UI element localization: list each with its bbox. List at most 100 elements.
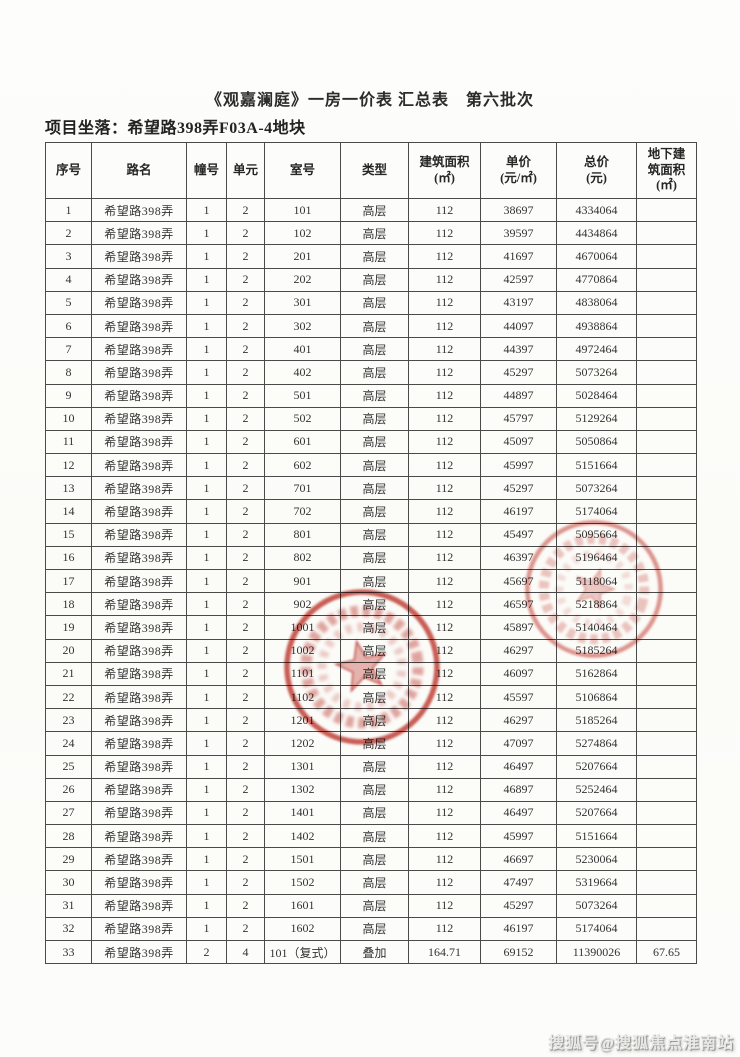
- table-cell: 5230064: [556, 847, 637, 872]
- table-cell: 1001: [264, 615, 341, 640]
- table-cell: 希望路398弄: [91, 754, 187, 779]
- table-cell: 希望路398弄: [91, 568, 187, 594]
- table-cell: 高层: [340, 499, 409, 524]
- table-cell: 2: [226, 499, 265, 524]
- table-cell: 5129264: [556, 406, 637, 431]
- table-cell: 5274864: [556, 731, 637, 756]
- table-cell: 1601: [264, 893, 341, 918]
- table-cell: 1: [186, 893, 227, 918]
- table-cell: 1: [186, 197, 227, 223]
- table-cell: 5218864: [556, 592, 637, 617]
- column-header-building: 幢号: [186, 142, 227, 199]
- table-cell: 39597: [480, 221, 557, 246]
- table-cell: 1: [186, 406, 227, 431]
- table-row: 18 希望路398弄 1 2 902 高层 112 46597 5218864: [45, 592, 697, 617]
- table-cell: 42597: [480, 267, 557, 292]
- table-cell: [636, 754, 697, 779]
- table-cell: 5185264: [556, 638, 637, 663]
- table-cell: 112: [408, 731, 481, 756]
- table-cell: 2: [226, 406, 265, 431]
- table-cell: 21: [45, 661, 92, 686]
- table-row: 21 希望路398弄 1 2 1101 高层 112 46097 5162864: [45, 661, 697, 686]
- table-cell: 4434864: [556, 221, 637, 246]
- table-cell: 301: [264, 290, 341, 315]
- table-cell: 2: [226, 221, 265, 246]
- table-cell: [636, 568, 697, 594]
- table-cell: 1: [186, 522, 227, 547]
- table-cell: 2: [226, 731, 265, 756]
- table-cell: 希望路398弄: [91, 939, 187, 965]
- table-cell: 1: [186, 568, 227, 594]
- table-cell: 高层: [340, 847, 409, 872]
- table-cell: 2: [226, 638, 265, 663]
- table-cell: 1: [186, 267, 227, 292]
- table-cell: 5118064: [556, 568, 637, 594]
- table-cell: 4972464: [556, 337, 637, 362]
- table-cell: 4670064: [556, 244, 637, 269]
- table-cell: 602: [264, 453, 341, 478]
- table-row: 32 希望路398弄 1 2 1602 高层 112 46197 5174064: [45, 916, 697, 942]
- table-cell: 112: [408, 870, 481, 895]
- table-row: 30 希望路398弄 1 2 1502 高层 112 47497 5319664: [45, 870, 697, 895]
- table-row: 7 希望路398弄 1 2 401 高层 112 44397 4972464: [45, 337, 697, 362]
- table-cell: 46497: [480, 754, 557, 779]
- table-cell: 112: [408, 638, 481, 663]
- table-cell: 801: [264, 522, 341, 547]
- table-cell: 希望路398弄: [91, 708, 187, 733]
- table-cell: 高层: [340, 313, 409, 339]
- table-cell: 112: [408, 847, 481, 872]
- table-cell: 46597: [480, 592, 557, 617]
- table-cell: [636, 429, 697, 455]
- table-cell: 希望路398弄: [91, 800, 187, 826]
- table-cell: 2: [226, 290, 265, 315]
- table-cell: 1: [186, 684, 227, 710]
- price-table-head-row: 序号 路名 幢号 单元 室号 类型 建筑面积 (㎡) 单价 (元/㎡) 总价 (元) 地下建 筑面积 (㎡): [45, 142, 697, 199]
- table-cell: 41697: [480, 244, 557, 269]
- table-cell: 2: [226, 800, 265, 826]
- table-row: 23 希望路398弄 1 2 1201 高层 112 46297 5185264: [45, 708, 697, 733]
- table-cell: 2: [226, 453, 265, 478]
- table-cell: 1: [186, 476, 227, 501]
- table-cell: 1: [186, 847, 227, 872]
- table-cell: 1502: [264, 870, 341, 895]
- table-cell: 112: [408, 406, 481, 431]
- table-row: 2 希望路398弄 1 2 102 高层 112 39597 4434864: [45, 221, 697, 246]
- table-cell: 高层: [340, 221, 409, 246]
- table-cell: 1: [186, 661, 227, 686]
- table-cell: 高层: [340, 429, 409, 455]
- table-cell: 希望路398弄: [91, 638, 187, 663]
- table-cell: 希望路398弄: [91, 360, 187, 385]
- column-header-type: 类型: [340, 142, 409, 199]
- table-cell: 4770864: [556, 267, 637, 292]
- table-cell: 2: [186, 939, 227, 965]
- table-cell: 2: [226, 893, 265, 918]
- table-cell: 22: [45, 684, 92, 710]
- table-cell: 高层: [340, 916, 409, 942]
- table-cell: 希望路398弄: [91, 197, 187, 223]
- table-cell: 1: [45, 197, 92, 223]
- table-cell: 5106864: [556, 684, 637, 710]
- table-cell: 112: [408, 499, 481, 524]
- table-cell: 高层: [340, 360, 409, 385]
- table-cell: 112: [408, 522, 481, 547]
- table-cell: 5207664: [556, 754, 637, 779]
- table-cell: [636, 661, 697, 686]
- table-cell: 5151664: [556, 824, 637, 849]
- table-cell: 5185264: [556, 708, 637, 733]
- table-cell: [636, 360, 697, 385]
- table-cell: 希望路398弄: [91, 337, 187, 362]
- table-cell: 1: [186, 383, 227, 408]
- table-cell: 4: [45, 267, 92, 292]
- table-cell: 5073264: [556, 893, 637, 918]
- table-cell: 112: [408, 383, 481, 408]
- table-cell: [636, 893, 697, 918]
- table-cell: 希望路398弄: [91, 476, 187, 501]
- table-cell: 1: [186, 337, 227, 362]
- table-cell: [636, 406, 697, 431]
- table-cell: 46497: [480, 800, 557, 826]
- table-cell: 高层: [340, 337, 409, 362]
- table-cell: 112: [408, 197, 481, 223]
- table-cell: 2: [226, 337, 265, 362]
- table-row: 26 希望路398弄 1 2 1302 高层 112 46897 5252464: [45, 777, 697, 802]
